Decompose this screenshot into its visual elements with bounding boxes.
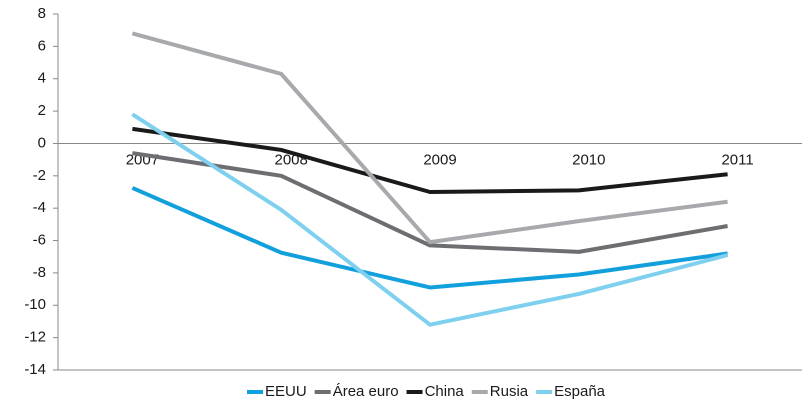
x-tick-label: 2010	[572, 151, 605, 168]
legend: EEUU Área euro China Rusia España	[247, 383, 606, 400]
y-tick-label: 8	[38, 5, 46, 22]
series-line	[131, 31, 728, 245]
y-tick-label: -8	[33, 264, 46, 281]
y-tick-label: -2	[33, 167, 46, 184]
y-tick-label: 4	[38, 70, 46, 87]
legend-label: EEUU	[265, 383, 307, 400]
series-line	[131, 112, 729, 327]
y-tick-label: 6	[38, 37, 46, 54]
y-tick-label: -14	[24, 361, 46, 378]
x-tick-label: 2009	[423, 151, 456, 168]
y-tick-label: -4	[33, 199, 46, 216]
x-tick-label: 2011	[721, 151, 753, 168]
series-line	[132, 151, 728, 254]
y-tick-label: -12	[24, 329, 46, 346]
legend-label: Rusia	[490, 383, 529, 400]
legend-label: China	[425, 383, 465, 400]
series-line	[132, 126, 728, 194]
y-tick-label: -6	[33, 232, 46, 249]
series-line	[131, 186, 728, 290]
legend-label: España	[554, 383, 606, 400]
y-tick-label: 2	[38, 102, 46, 119]
legend-label: Área euro	[333, 383, 399, 400]
y-tick-label: -10	[24, 296, 46, 313]
y-tick-label: 0	[38, 134, 46, 151]
